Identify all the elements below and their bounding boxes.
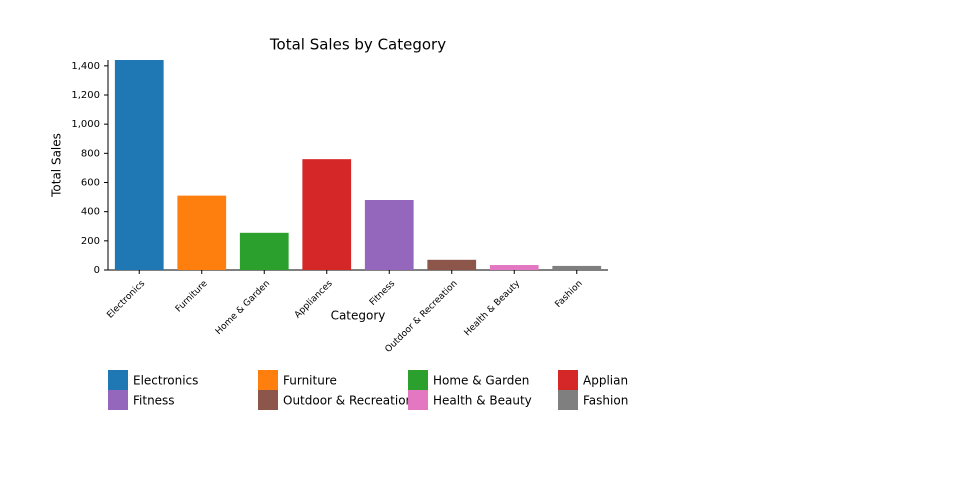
bar [489,265,539,270]
legend-label: Outdoor & Recreation [283,394,413,408]
x-tick-label: Fashion [554,279,585,310]
legend-label: Fashion [583,394,628,408]
x-tick-label: Furniture [174,279,210,315]
x-axis-title: Category [331,309,386,323]
legend-swatch [108,370,128,390]
legend-swatch [258,390,278,410]
y-tick-label: 200 [81,236,100,247]
x-tick-label: Home & Garden [214,279,272,337]
y-tick-label: 1,200 [71,90,100,101]
legend: Electronics Furniture Home & Garden Applian… [108,370,648,410]
y-tick-label: 400 [81,207,100,218]
legend-swatch [258,370,278,390]
legend-swatch [558,390,578,410]
bar [177,195,227,270]
y-tick-label: 800 [81,148,100,159]
y-tick-label: 0 [94,265,100,276]
bar [427,259,477,270]
x-tick-label: Health & Beauty [463,278,523,338]
legend-swatch [408,370,428,390]
y-tick-label: 1,000 [71,119,100,130]
y-tick-label: 600 [81,178,100,189]
bar [552,265,602,270]
chart-title: Total Sales by Category [269,36,446,54]
y-axis-title: Total Sales [50,133,64,198]
legend-label: Health & Beauty [433,394,532,408]
x-tick-label: Fitness [368,279,397,308]
legend-swatch [408,390,428,410]
bar [364,200,414,270]
bar [302,159,352,270]
x-tick-label: Electronics [105,279,147,321]
legend-label: Furniture [283,374,337,388]
legend-label: Appliances [583,374,648,388]
bar [239,232,289,270]
legend-label: Electronics [133,374,198,388]
y-tick-label: 1,400 [71,61,100,72]
x-tick-label: Outdoor & Recreation [384,279,460,355]
legend-swatch [558,370,578,390]
x-tick-label: Appliances [293,279,335,321]
legend-swatch [108,390,128,410]
legend-label: Fitness [133,394,175,408]
bar [114,60,164,270]
legend-label: Home & Garden [433,374,529,388]
